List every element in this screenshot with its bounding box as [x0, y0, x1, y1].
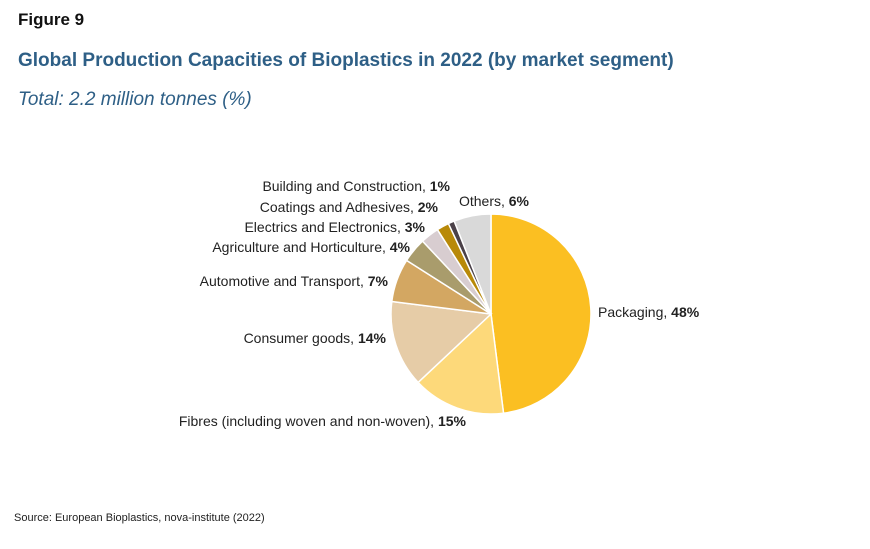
slice-label-value: 3%	[405, 219, 426, 235]
slice-label-value: 7%	[368, 273, 389, 289]
slice-label-value: 2%	[418, 199, 439, 215]
slice-label-agriculture-and-horticulture: Agriculture and Horticulture, 4%	[212, 239, 410, 255]
slice-label-value: 1%	[430, 178, 451, 194]
chart-subtitle: Total: 2.2 million tonnes (%)	[18, 89, 252, 110]
slice-label-value: 15%	[438, 413, 467, 429]
figure-label: Figure 9	[18, 10, 85, 29]
slice-label-value: 48%	[671, 304, 700, 320]
source-note: Source: European Bioplastics, nova-insti…	[14, 512, 265, 524]
pie-labels: Packaging, 48% Fibres (including woven an…	[179, 178, 700, 429]
pie-slice-consumer-goods	[390, 300, 493, 384]
slice-label-text: Coatings and Adhesives,	[260, 199, 418, 215]
pie-slice-others	[453, 213, 492, 315]
slice-label-text: Fibres (including woven and non-woven),	[179, 413, 438, 429]
slice-label-text: Consumer goods,	[244, 330, 358, 346]
pie-slice-fibres-including-woven-and-non-woven	[417, 312, 505, 415]
slice-label-text: Automotive and Transport,	[200, 273, 368, 289]
slice-label-value: 6%	[509, 193, 530, 209]
pie-slices	[390, 213, 592, 415]
slice-label-others: Others, 6%	[459, 193, 530, 209]
slice-label-coatings-and-adhesives: Coatings and Adhesives, 2%	[260, 199, 439, 215]
slice-label-text: Others,	[459, 193, 509, 209]
slice-label-value: 14%	[358, 330, 387, 346]
slice-label-text: Building and Construction,	[262, 178, 429, 194]
slice-label-text: Packaging,	[598, 304, 671, 320]
slice-label-automotive-and-transport: Automotive and Transport, 7%	[200, 273, 389, 289]
slice-label-packaging: Packaging, 48%	[598, 304, 700, 320]
slice-label-value: 4%	[390, 239, 411, 255]
slice-label-electrics-and-electronics: Electrics and Electronics, 3%	[244, 219, 425, 235]
slice-label-text: Electrics and Electronics,	[244, 219, 404, 235]
pie-slice-packaging	[490, 213, 592, 415]
slice-label-consumer-goods: Consumer goods, 14%	[244, 330, 387, 346]
slice-label-building-and-construction: Building and Construction, 1%	[262, 178, 450, 194]
slice-label-text: Agriculture and Horticulture,	[212, 239, 389, 255]
chart-title: Global Production Capacities of Bioplast…	[18, 50, 674, 71]
slice-label-fibres-including-woven-and-non-woven: Fibres (including woven and non-woven), …	[179, 413, 467, 429]
